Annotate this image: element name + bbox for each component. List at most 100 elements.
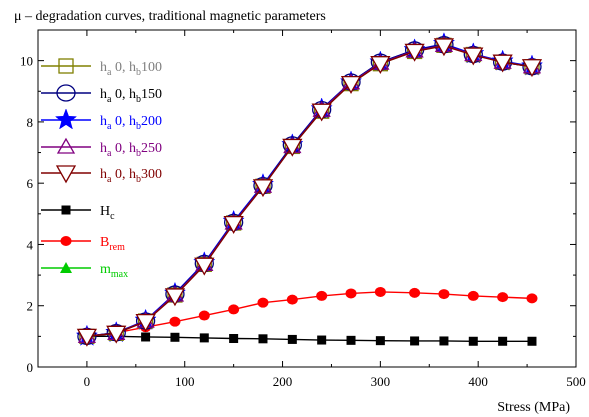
legend-entry-5: Hc — [41, 204, 115, 222]
data-point — [169, 316, 181, 327]
series-line — [86, 335, 532, 342]
data-point — [317, 335, 327, 345]
x-axis-label: Stress (MPa) — [497, 400, 570, 415]
legend-label: ha 0, hb300 — [100, 167, 162, 185]
legend-label: Brem — [100, 235, 125, 253]
legend-label-part: rem — [109, 242, 125, 253]
y-tick-label: 8 — [27, 115, 34, 130]
legend-label-part: B — [100, 235, 109, 250]
x-tick-label: 300 — [371, 374, 391, 389]
data-point — [311, 103, 332, 122]
data-point — [492, 54, 513, 73]
data-point — [194, 257, 215, 276]
legend-entry-4: ha 0, hb300 — [41, 165, 162, 185]
data-point — [286, 294, 298, 305]
legend-swatch-marker — [56, 137, 76, 154]
legend-label: ha 0, hb250 — [100, 141, 162, 159]
x-tick-label: 400 — [468, 374, 488, 389]
legend-swatch-marker — [60, 262, 72, 273]
legend-label-part: c — [110, 211, 115, 222]
x-tick-label: 100 — [175, 374, 195, 389]
legend-entry-6: Brem — [41, 235, 125, 253]
series-5 — [82, 331, 537, 346]
legend-swatch-marker — [54, 108, 78, 130]
series-line — [86, 291, 533, 338]
legend-label-part: h — [100, 167, 107, 182]
legend-label: mmax — [100, 262, 128, 280]
x-tick-label: 200 — [273, 374, 293, 389]
data-point — [252, 179, 274, 198]
y-tick-label: 10 — [20, 54, 33, 69]
legend-label-part: m — [100, 262, 111, 277]
legend-label-part: h — [100, 141, 107, 156]
data-point — [370, 56, 391, 75]
data-point — [345, 288, 357, 299]
data-point — [106, 325, 127, 344]
data-point — [409, 287, 421, 298]
data-point — [316, 290, 328, 301]
data-point — [527, 336, 537, 346]
series-line — [86, 45, 533, 338]
data-point — [199, 333, 209, 343]
legend-swatch-marker — [58, 58, 74, 74]
legend-label-part: 0, h — [111, 141, 136, 156]
data-point — [164, 288, 186, 307]
data-point — [468, 336, 478, 346]
legend-label-part: a — [107, 148, 112, 159]
data-point — [223, 215, 244, 234]
data-point — [410, 336, 420, 346]
data-point — [258, 334, 268, 344]
legend-label: ha 0, hb100 — [100, 60, 162, 78]
data-point — [198, 310, 210, 321]
legend-swatch-marker — [61, 205, 71, 215]
y-tick-label: 6 — [27, 176, 34, 191]
legend-swatch-marker — [60, 236, 72, 246]
series-4 — [76, 38, 543, 347]
y-tick-label: 4 — [27, 237, 34, 252]
legend-label-part: 300 — [141, 167, 162, 182]
data-point — [374, 286, 386, 297]
legend-label-part: b — [136, 174, 141, 185]
legend-label-part: 0, h — [111, 60, 136, 75]
legend-label-part: 100 — [141, 60, 162, 75]
plot-frame — [37, 29, 577, 368]
legend-label-part: 200 — [141, 114, 162, 129]
legend-label-part: b — [136, 121, 141, 132]
legend-label: Hc — [100, 204, 115, 222]
data-point — [467, 290, 479, 301]
data-point — [282, 138, 303, 157]
legend-label-part: 0, h — [111, 114, 136, 129]
legend-entry-2: ha 0, hb200 — [41, 108, 162, 132]
data-point — [521, 59, 543, 78]
legend-entry-0: ha 0, hb100 — [41, 58, 162, 78]
legend-label-part: b — [136, 94, 141, 105]
x-tick-label: 500 — [566, 374, 586, 389]
data-point — [439, 336, 449, 346]
legend-label-part: a — [107, 67, 112, 78]
data-point — [497, 292, 509, 303]
data-point — [526, 293, 538, 304]
legend-label-part: 250 — [141, 141, 162, 156]
legend-entry-3: ha 0, hb250 — [41, 137, 162, 159]
x-tick-label: 0 — [84, 374, 91, 389]
legend-label-part: h — [100, 114, 107, 129]
data-point — [287, 334, 297, 344]
y-tick-label: 2 — [27, 299, 34, 314]
data-point — [228, 304, 240, 315]
data-point — [141, 332, 151, 342]
data-point — [433, 38, 455, 57]
data-point — [463, 47, 484, 66]
legend-label-part: 0, h — [111, 87, 136, 102]
legend-label-part: 0, h — [111, 167, 136, 182]
data-point — [229, 334, 239, 344]
legend-label-part: h — [100, 87, 107, 102]
legend-label: ha 0, hb200 — [100, 114, 162, 132]
y-tick-label: 0 — [27, 360, 34, 375]
legend-label-part: h — [100, 60, 107, 75]
data-point — [135, 314, 156, 332]
data-point — [375, 336, 385, 346]
data-point — [340, 75, 362, 94]
data-point — [498, 336, 508, 346]
legend-label: ha 0, hb150 — [100, 87, 162, 105]
data-point — [438, 289, 450, 300]
